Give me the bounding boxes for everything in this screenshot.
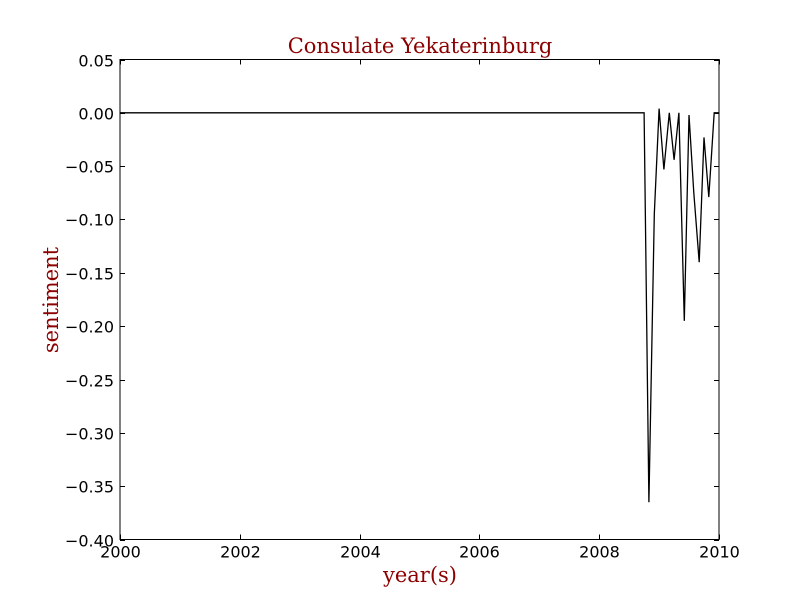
y-tick-label: −0.20 xyxy=(65,318,114,337)
x-tick-label: 2008 xyxy=(579,543,620,562)
y-tick-label: −0.40 xyxy=(65,532,114,551)
y-tick-label: −0.10 xyxy=(65,211,114,230)
y-tick-label: 0.00 xyxy=(78,105,114,124)
x-tick-label: 2006 xyxy=(459,543,500,562)
y-tick-label: −0.35 xyxy=(65,478,114,497)
chart-title: Consulate Yekaterinburg xyxy=(288,34,553,58)
x-tick-label: 2010 xyxy=(699,543,740,562)
y-tick-label: −0.30 xyxy=(65,425,114,444)
plot-area xyxy=(120,108,719,503)
y-tick-label: 0.05 xyxy=(78,52,114,71)
x-axis-label: year(s) xyxy=(382,563,457,587)
y-axis-label: sentiment xyxy=(39,246,63,353)
series-line xyxy=(120,108,719,503)
y-tick-label: −0.05 xyxy=(65,158,114,177)
x-tick-label: 2002 xyxy=(220,543,261,562)
y-tick-label: −0.15 xyxy=(65,265,114,284)
y-ticks: 0.05 0.00 −0.05 −0.10 −0.15 −0.20 −0.25 −0.30 −0… xyxy=(65,52,719,551)
y-tick-label: −0.25 xyxy=(65,372,114,391)
plot-frame xyxy=(119,59,720,540)
x-ticks: 2000 2002 2004 2006 2008 2010 xyxy=(100,59,740,562)
x-tick-label: 2000 xyxy=(100,543,141,562)
x-tick-label: 2004 xyxy=(340,543,381,562)
